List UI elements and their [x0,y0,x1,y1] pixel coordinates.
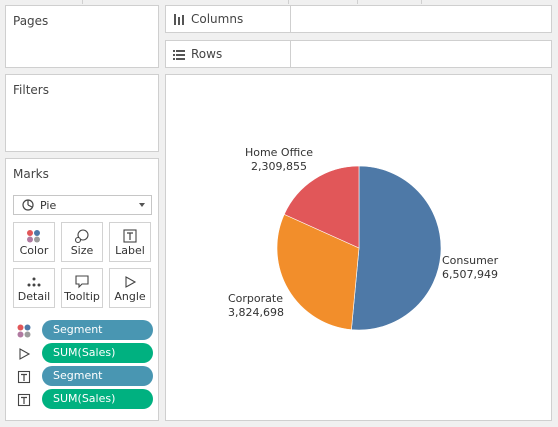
corporate-name: Corporate [228,292,283,305]
pie-label-consumer: Consumer 6,507,949 [442,254,498,282]
angle-pill-row[interactable]: SUM(Sales) [13,343,155,363]
text-label-icon [17,369,31,384]
detail-button-label: Detail [17,290,51,303]
mark-type-label: Pie [40,198,57,212]
pie-slice-home-office[interactable] [283,165,360,249]
home-office-name: Home Office [244,146,314,159]
top-edge [0,0,558,4]
angle-icon [110,274,150,290]
angle-icon [17,346,31,360]
corporate-value: 3,824,698 [228,306,284,319]
pie-icon [22,199,34,211]
consumer-value: 6,507,949 [442,268,498,281]
segment-pill[interactable]: Segment [42,366,153,386]
consumer-name: Consumer [442,254,499,267]
tooltip-button-label: Tooltip [64,290,100,303]
filters-title: Filters [13,83,49,97]
columns-label: Columns [191,12,244,26]
color-button-label: Color [19,244,49,257]
label-button-label: Label [115,244,145,257]
shelf-divider [290,6,291,32]
angle-button[interactable]: Angle [109,268,151,308]
columns-shelf[interactable]: Columns [165,5,552,33]
detail-button[interactable]: Detail [13,268,55,308]
pie-slice-consumer[interactable] [351,165,442,331]
text-label-icon [17,392,31,407]
segment-pill[interactable]: Segment [42,320,153,340]
label-pill-row[interactable]: Segment [13,366,155,386]
rows-label: Rows [191,47,223,61]
pie-chart[interactable] [166,75,551,420]
columns-shelf-label: Columns [173,12,243,26]
filters-card[interactable]: Filters [5,74,159,152]
marks-title: Marks [13,167,49,181]
detail-icon [14,274,54,290]
angle-button-label: Angle [114,290,146,303]
color-dots-icon [17,323,31,338]
pages-card[interactable]: Pages [5,5,159,68]
color-pill-row[interactable]: Segment [13,320,155,340]
label-button[interactable]: Label [109,222,151,262]
tooltip-icon [62,274,102,290]
rows-shelf[interactable]: Rows [165,40,552,68]
home-office-value: 2,309,855 [251,160,307,173]
chevron-down-icon[interactable] [139,203,145,207]
rows-icon [173,49,185,60]
size-icon [62,228,102,244]
pie-label-home-office: Home Office 2,309,855 [239,146,319,174]
pages-title: Pages [13,14,49,28]
pie-slice-corporate[interactable] [276,213,360,330]
size-button[interactable]: Size [61,222,103,262]
tooltip-button[interactable]: Tooltip [61,268,103,308]
color-dots-icon [14,228,54,244]
sum-sales-pill[interactable]: SUM(Sales) [42,389,153,409]
text-label-icon [110,228,150,244]
columns-icon [174,13,184,25]
view-canvas[interactable]: Home Office 2,309,855 Consumer 6,507,949… [165,74,552,421]
marks-card: Marks Pie Color Size [5,158,159,421]
shelf-divider [290,41,291,67]
pie-label-corporate: Corporate 3,824,698 [228,292,284,320]
color-button[interactable]: Color [13,222,55,262]
mark-type-dropdown[interactable]: Pie [13,195,152,215]
label-pill-row[interactable]: SUM(Sales) [13,389,155,409]
size-button-label: Size [70,244,94,257]
sum-sales-pill[interactable]: SUM(Sales) [42,343,153,363]
rows-shelf-label: Rows [173,47,222,61]
